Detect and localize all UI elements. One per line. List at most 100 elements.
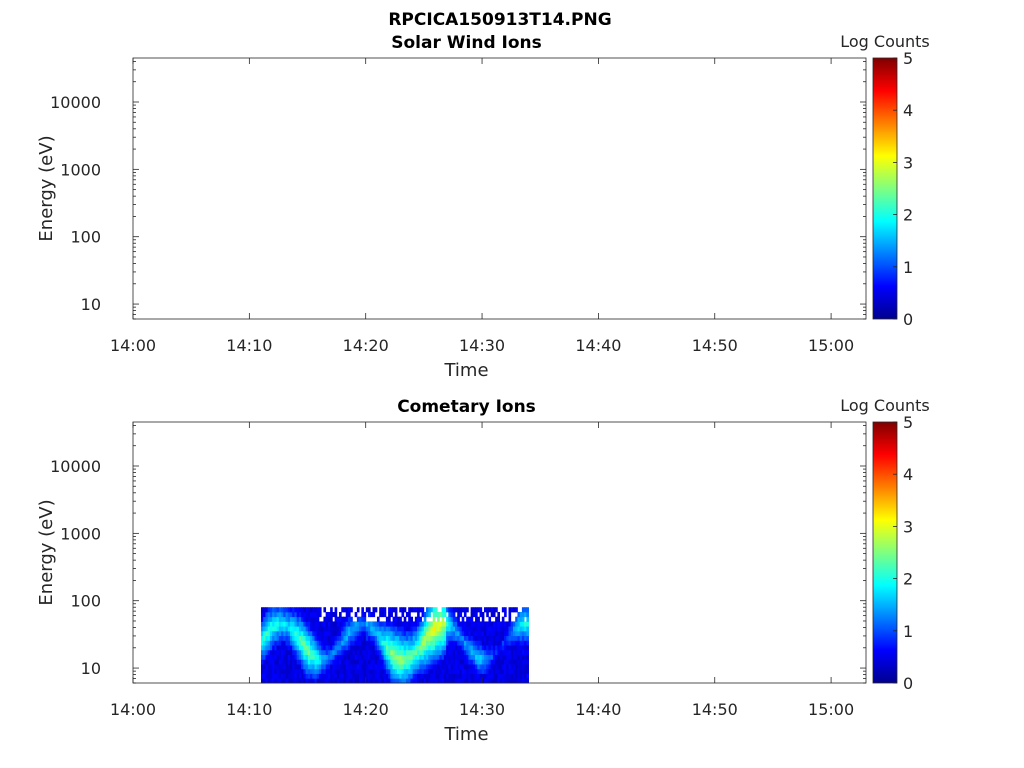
spectrogram-cell (345, 678, 349, 684)
spectrogram-cell (515, 649, 518, 655)
spectrogram-cell (475, 626, 478, 632)
spectrogram-cell (481, 664, 485, 670)
spectrogram-cell (468, 668, 472, 674)
spectrogram-cell (437, 654, 440, 660)
y-tick-label: 10000 (50, 93, 101, 112)
spectrogram-cell (521, 659, 525, 665)
spectrogram-cell (472, 649, 476, 655)
spectrogram-cell (347, 635, 351, 641)
spectrogram-cell (263, 668, 266, 674)
spectrogram-cell (430, 659, 434, 665)
spectrogram-cell (399, 649, 402, 655)
spectrogram-cell (492, 668, 496, 674)
spectrogram-cell (285, 654, 289, 660)
spectrogram-cell (397, 621, 400, 627)
spectrogram-cell (397, 678, 400, 684)
spectrogram-cell (379, 645, 382, 651)
spectrogram-cell (401, 645, 405, 651)
spectrogram-cell (285, 645, 289, 651)
spectrogram-cell (305, 611, 309, 618)
spectrogram-cell (276, 630, 280, 637)
spectrogram-cell (365, 626, 369, 632)
spectrogram-cell (388, 668, 391, 674)
spectrogram-cell (370, 678, 373, 684)
spectrogram-cell (312, 611, 315, 618)
spectrogram-cell (414, 645, 418, 651)
spectrogram-cell (390, 659, 393, 665)
spectrogram-cell (468, 626, 472, 632)
spectrogram-cell (446, 654, 449, 660)
spectrogram-cell (461, 645, 465, 651)
spectrogram-cell (296, 668, 300, 674)
spectrogram-cell (519, 668, 523, 674)
spectrogram-cell (423, 640, 427, 646)
spectrogram-cell (430, 649, 434, 655)
spectrogram-cell (381, 645, 385, 651)
spectrogram-cell (446, 635, 449, 641)
spectrogram-cell (428, 645, 431, 651)
spectrogram-cell (486, 635, 489, 641)
spectrogram-cell (272, 635, 275, 641)
spectrogram-cell (466, 630, 469, 637)
spectrogram-cell (278, 611, 282, 618)
spectrogram-cell (488, 607, 492, 613)
spectrogram-cell (347, 659, 351, 665)
spectrogram-cell (363, 621, 367, 627)
spectrogram-cell (332, 659, 335, 665)
spectrogram-cell (405, 678, 409, 684)
spectrogram-cell (263, 640, 266, 646)
spectrogram-cell (379, 607, 382, 613)
spectrogram-cell (318, 645, 322, 651)
spectrogram-cell (289, 616, 293, 622)
spectrogram-cell (483, 621, 487, 627)
spectrogram-cell (374, 607, 378, 613)
spectrogram-cell (303, 659, 306, 665)
spectrogram-cell (359, 673, 362, 679)
spectrogram-cell (423, 616, 427, 622)
spectrogram-cell (521, 645, 525, 651)
spectrogram-cell (475, 664, 478, 670)
spectrogram-cell (463, 635, 467, 641)
spectrogram-cell (508, 668, 512, 674)
spectrogram-cell (325, 654, 329, 660)
spectrogram-cell (305, 654, 309, 660)
spectrogram-cell (303, 678, 306, 684)
spectrogram-cell (517, 611, 521, 618)
spectrogram-cell (410, 630, 414, 637)
spectrogram-cell (423, 635, 427, 641)
spectrogram-cell (363, 640, 367, 646)
spectrogram-cell (452, 659, 456, 665)
spectrogram-cell (501, 659, 505, 665)
spectrogram-cell (365, 640, 369, 646)
spectrogram-cell (361, 649, 364, 655)
spectrogram-cell (470, 668, 474, 674)
y-tick-label: 10 (81, 659, 101, 678)
spectrogram-cell (325, 621, 329, 627)
spectrogram-cell (452, 664, 456, 670)
spectrogram-cell (477, 626, 480, 632)
spectrogram-cell (419, 635, 422, 641)
spectrogram-cell (477, 607, 480, 613)
spectrogram-cell (455, 616, 458, 622)
spectrogram-cell (381, 635, 385, 641)
spectrogram-cell (512, 664, 516, 670)
spectrogram-cell (354, 649, 358, 655)
spectrogram-cell (430, 607, 434, 613)
spectrogram-cell (461, 607, 465, 613)
spectrogram-cell (316, 645, 320, 651)
spectrogram-cell (450, 635, 454, 641)
spectrogram-cell (307, 659, 311, 665)
spectrogram-cell (343, 640, 347, 646)
spectrogram-cell (376, 678, 380, 684)
spectrogram-cell (292, 630, 295, 637)
spectrogram-cell (450, 630, 454, 637)
spectrogram-cell (272, 659, 275, 665)
spectrogram-cell (296, 635, 300, 641)
spectrogram-cell (374, 668, 378, 674)
spectrogram-cell (379, 621, 382, 627)
spectrogram-cell (477, 649, 480, 655)
spectrogram-cell (468, 635, 472, 641)
colorbar-tick-label: 0 (903, 310, 913, 329)
spectrogram-cell (470, 673, 474, 679)
